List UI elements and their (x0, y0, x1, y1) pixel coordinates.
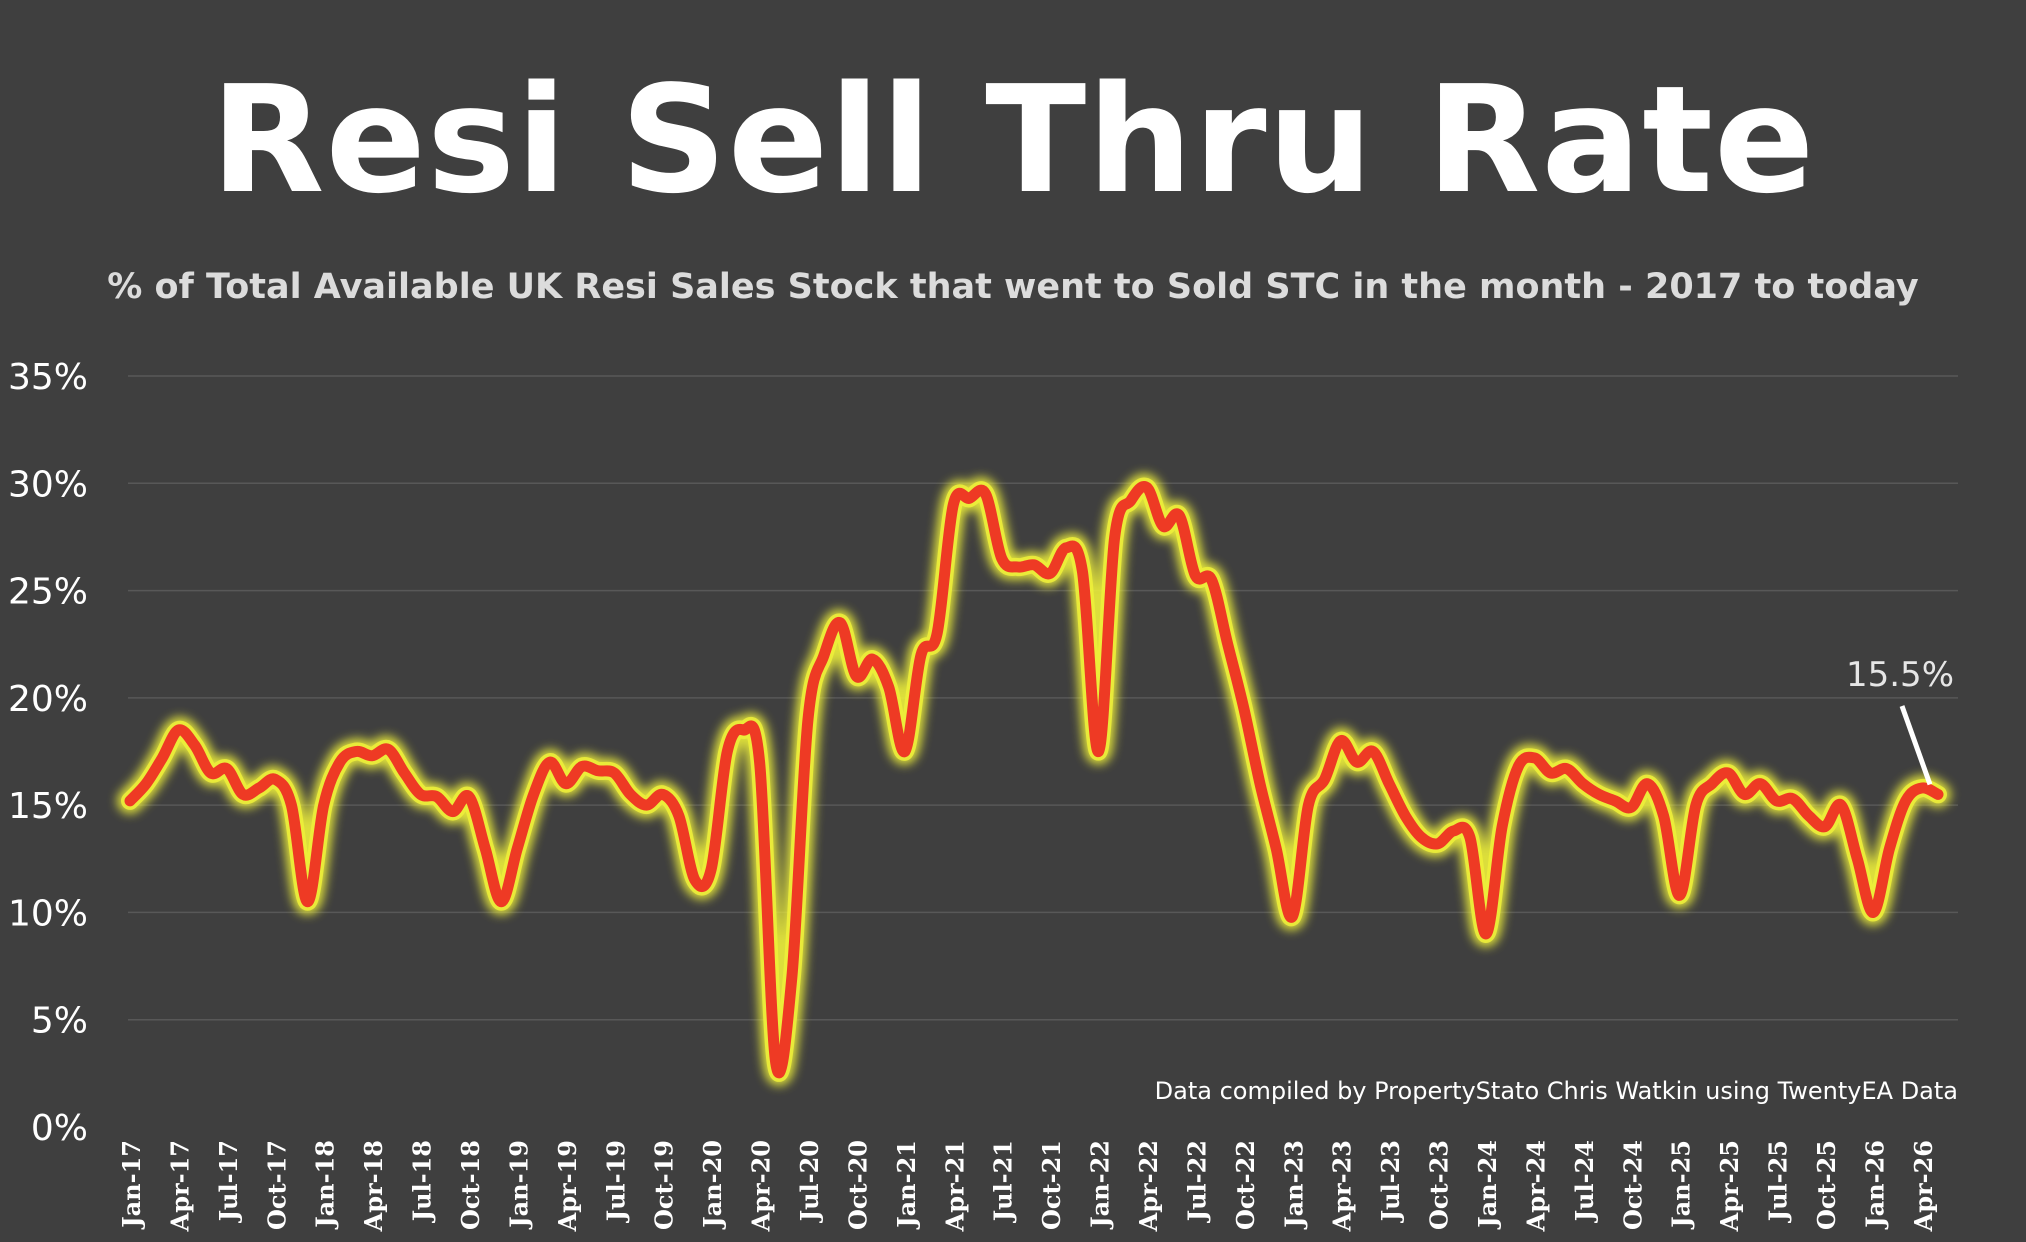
x-tick-label: Oct-25 (1812, 1140, 1841, 1230)
x-tick-label: Oct-20 (843, 1140, 872, 1230)
grid-lines (128, 375, 1958, 1021)
x-tick-label: Jul-23 (1376, 1140, 1405, 1223)
annotation-pointer (1899, 705, 1933, 786)
annotation-layer: 15.5% (1846, 655, 1954, 786)
y-tick-label: 20% (8, 679, 88, 720)
x-tick-label: Apr-22 (1134, 1140, 1163, 1232)
series-line (124, 481, 1944, 1079)
x-tick-label: Jan-22 (1086, 1140, 1115, 1230)
x-tick-label: Apr-26 (1909, 1140, 1938, 1232)
series-line-halo (121, 477, 1947, 1082)
x-tick-label: Jan-18 (311, 1140, 340, 1230)
x-tick-label: Jul-18 (408, 1140, 437, 1223)
x-tick-label: Jan-20 (698, 1140, 727, 1230)
x-tick-label: Jul-21 (989, 1140, 1018, 1223)
x-tick-label: Apr-23 (1328, 1140, 1357, 1232)
x-tick-label: Jul-20 (795, 1140, 824, 1223)
y-tick-label: 15% (8, 786, 88, 827)
x-tick-label: Jan-17 (117, 1140, 146, 1230)
x-tick-label: Jan-19 (504, 1140, 533, 1230)
x-tick-label: Jan-23 (1279, 1140, 1308, 1230)
x-tick-label: Jul-25 (1764, 1140, 1793, 1223)
chart-title: Resi Sell Thru Rate (210, 54, 1816, 226)
x-tick-label: Jul-24 (1570, 1140, 1599, 1223)
x-tick-label: Jul-22 (1182, 1140, 1211, 1223)
x-tick-label: Apr-21 (940, 1140, 969, 1232)
x-tick-label: Jul-19 (601, 1140, 630, 1223)
annotation-label: 15.5% (1846, 655, 1954, 695)
x-tick-label: Apr-20 (747, 1140, 776, 1232)
x-tick-label: Oct-19 (650, 1140, 679, 1230)
chart-subtitle: % of Total Available UK Resi Sales Stock… (107, 267, 1919, 307)
y-tick-label: 35% (8, 357, 88, 398)
x-tick-label: Apr-24 (1521, 1140, 1550, 1232)
data-series-line (117, 473, 1951, 1086)
x-tick-label: Oct-24 (1618, 1140, 1647, 1230)
x-tick-label: Oct-21 (1037, 1140, 1066, 1230)
y-tick-label: 30% (8, 464, 88, 505)
x-tick-label: Apr-25 (1715, 1140, 1744, 1232)
y-axis-tick-labels: 0% 5% 10% 15% 20% 25% 30% 35% (8, 357, 88, 1149)
x-tick-label: Jan-26 (1860, 1140, 1889, 1230)
x-tick-label: Jul-17 (214, 1140, 243, 1223)
y-tick-label: 5% (31, 1001, 88, 1042)
x-tick-label: Jan-24 (1473, 1140, 1502, 1230)
x-axis-tick-labels: Jan-17 Apr-17 Jul-17 Oct-17 Jan-18 Apr-18 Jul-… (117, 1140, 1938, 1232)
y-tick-label: 0% (31, 1108, 88, 1149)
y-tick-label: 10% (8, 893, 88, 934)
x-tick-label: Jan-25 (1667, 1140, 1696, 1230)
x-tick-label: Oct-22 (1231, 1140, 1260, 1230)
x-tick-label: Apr-19 (553, 1140, 582, 1232)
x-tick-label: Oct-18 (456, 1140, 485, 1230)
y-tick-label: 25% (8, 572, 88, 613)
x-tick-label: Apr-18 (359, 1140, 388, 1232)
source-note: Data compiled by PropertyStato Chris Wat… (1155, 1077, 1958, 1105)
x-tick-label: Apr-17 (165, 1140, 194, 1232)
x-tick-label: Oct-23 (1425, 1140, 1454, 1230)
x-tick-label: Jan-21 (892, 1140, 921, 1230)
x-tick-label: Oct-17 (262, 1140, 291, 1230)
